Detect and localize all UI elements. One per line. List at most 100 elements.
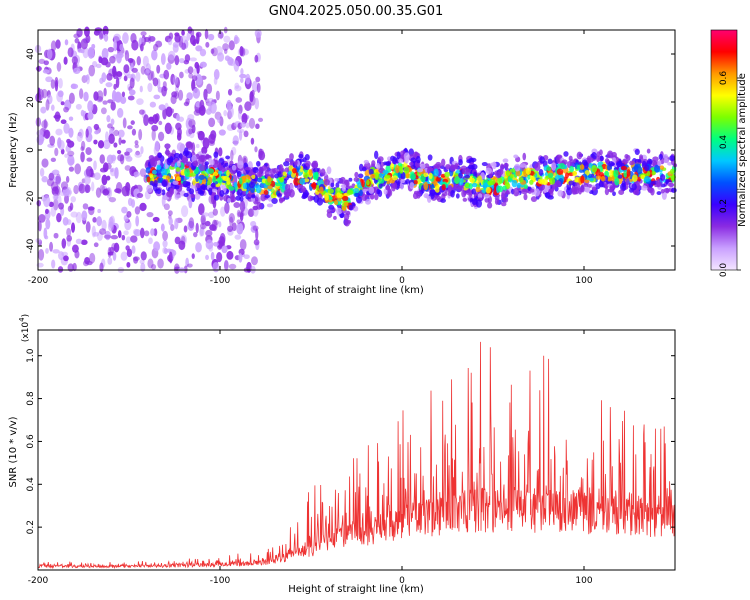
spectrogram-cell [79, 88, 84, 100]
spectrogram-cell [215, 45, 223, 56]
spectrogram-cell [147, 258, 154, 269]
spectrogram-cell [58, 202, 64, 210]
spectrogram-cell [117, 129, 125, 138]
spectrogram-cell [121, 206, 128, 214]
spectrogram-cell [238, 253, 243, 263]
spectrogram-cell [195, 45, 203, 52]
spectrogram-cell [101, 47, 109, 60]
spectrogram-cell [194, 192, 201, 200]
spectrogram-cell [596, 155, 600, 163]
spectrogram-cell [417, 168, 424, 173]
spectrogram-cell [124, 151, 130, 156]
spectrogram-cell [85, 147, 92, 156]
spectrogram-cell [563, 151, 569, 157]
spectrogram-cell [239, 239, 247, 251]
spectrogram-cell [591, 165, 598, 173]
spectrogram-cell [374, 172, 380, 181]
spectrogram-cell [546, 166, 552, 171]
spectrogram-cell [539, 156, 545, 164]
spectrogram-x-ticks: -200 -100 0 100 [28, 30, 593, 286]
spectrogram-cell [249, 91, 254, 103]
spectrogram-cell [130, 120, 135, 125]
spectrogram-cell [250, 137, 255, 145]
spectrogram-cell [227, 225, 234, 232]
spectrogram-cell [192, 41, 196, 47]
spectrogram-cell [243, 130, 249, 138]
spectrogram-cell [226, 250, 234, 260]
spectrogram-cell [423, 181, 429, 191]
spectrogram-cell [361, 179, 365, 188]
spectrogram-cell [513, 154, 519, 159]
spectrogram-cell [374, 150, 379, 160]
spectrogram-cell [334, 199, 339, 206]
spectrogram-cell [634, 148, 640, 156]
spectrogram-cell [94, 130, 100, 135]
spectrogram-cell [568, 155, 573, 162]
spectrogram-cell [223, 35, 231, 43]
spectrogram-cell [131, 67, 138, 73]
spectrogram-cell [172, 75, 179, 86]
spectrogram-cell [556, 154, 560, 163]
spectrogram-cell [101, 219, 107, 231]
spectrogram-cell [80, 151, 85, 163]
spectrogram-cell [213, 69, 220, 80]
spectrogram-cell [213, 219, 219, 226]
spectrogram-cell [475, 199, 483, 208]
spectrogram-cell [409, 182, 415, 190]
spectrogram-cell [96, 90, 104, 102]
spectrogram-cell [186, 263, 193, 268]
spectrogram-cell [103, 234, 112, 239]
spectrogram-cell [361, 193, 368, 202]
spectrogram-cell [242, 175, 247, 183]
spectrogram-cell [178, 58, 185, 64]
spectrogram-cell [227, 88, 233, 96]
spectrogram-cell [217, 162, 222, 169]
spectrogram-cell [130, 33, 137, 44]
spectrogram-cell [105, 82, 113, 88]
spectrogram-cell [640, 174, 646, 180]
spectrogram-cell [96, 216, 103, 227]
spectrogram-cell [233, 202, 241, 208]
spectrogram-cell [368, 168, 374, 176]
spectrogram-cell [178, 240, 186, 251]
spectrogram-cell [510, 173, 514, 179]
spectrogram-cell [211, 188, 218, 193]
spectrogram-cell [217, 170, 223, 175]
spectrogram-cell [99, 167, 108, 173]
spectrogram-cell [66, 235, 73, 242]
spectrogram-cell [97, 208, 102, 214]
spectrogram-cell [234, 85, 242, 92]
spectrogram-cell [91, 43, 96, 50]
spectrogram-cell [177, 89, 184, 101]
spectrogram-cell [38, 213, 46, 223]
spectrogram-cell [659, 173, 666, 181]
spectrogram-cell [244, 174, 251, 180]
spectrogram-cell [600, 175, 606, 182]
spectrogram-cell [131, 128, 137, 136]
spectrogram-cell [64, 194, 69, 204]
spectrogram-cell [160, 53, 166, 65]
spectrogram-cell [231, 146, 237, 156]
spectrogram-cell [188, 197, 193, 209]
y-tick-label: 0 [26, 147, 36, 153]
y-tick-label: -20 [26, 190, 36, 205]
spectrogram-cell [200, 155, 208, 162]
spectrogram-cell [212, 171, 219, 177]
spectrogram-cell [121, 91, 126, 98]
spectrogram-cell [174, 90, 179, 99]
spectrogram-cell [665, 178, 669, 185]
spectrogram-cell [205, 254, 209, 260]
spectrogram-cell [123, 230, 129, 236]
spectrogram-cell [212, 208, 218, 216]
spectrogram-cell [285, 191, 292, 197]
spectrogram-cell [139, 85, 143, 93]
spectrogram-cell [88, 206, 95, 216]
spectrogram-cell [455, 193, 460, 199]
colorbar-tick-label: 0.4 [719, 135, 729, 150]
spectrogram-cell [319, 186, 324, 194]
spectrogram-cell [126, 248, 133, 258]
spectrogram-cell [102, 100, 108, 105]
spectrogram-cell [636, 166, 643, 175]
spectrogram-cell [210, 182, 216, 188]
spectrogram-cell [125, 236, 132, 244]
